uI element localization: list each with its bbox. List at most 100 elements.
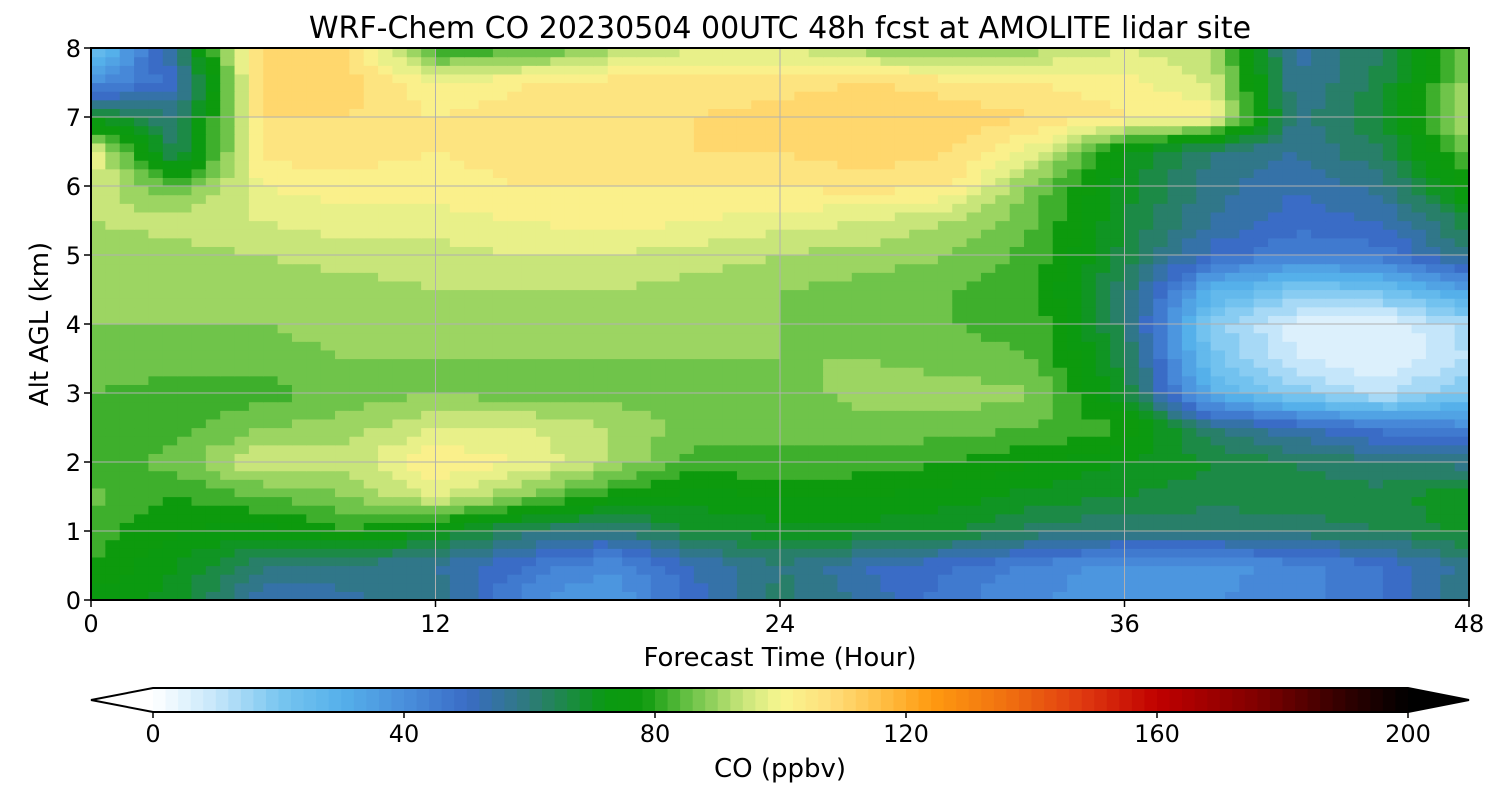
heatmap-cell [119,315,135,325]
heatmap-cells [91,48,1470,601]
heatmap-cell [1411,229,1427,239]
heatmap-cell [579,263,594,273]
heatmap-cell [220,522,236,532]
heatmap-cell [823,522,839,532]
heatmap-cell [205,237,221,247]
heatmap-cell [751,194,767,204]
heatmap-cell [1110,246,1126,256]
heatmap-cell [1124,470,1140,480]
heatmap-cell [679,349,695,360]
heatmap-cell [808,565,824,575]
heatmap-cell [1095,531,1111,541]
heatmap-cell [1311,513,1327,523]
heatmap-cell [421,531,437,541]
heatmap-cell [91,306,106,316]
heatmap-cell [593,470,609,480]
heatmap-cell [507,315,523,325]
heatmap-cell [808,444,824,454]
heatmap-cell [952,168,968,178]
heatmap-cell [736,306,752,316]
heatmap-cell [378,255,394,265]
heatmap-cell [406,315,422,325]
heatmap-cell [1311,349,1327,360]
heatmap-cell [736,194,752,204]
heatmap-cell [909,487,925,498]
heatmap-cell [1081,539,1097,549]
heatmap-cell [277,556,293,567]
heatmap-cell [205,168,221,178]
heatmap-cell [1368,211,1384,222]
heatmap-cell [119,479,135,489]
heatmap-cell [507,177,523,187]
heatmap-cell [177,496,193,506]
heatmap-cell [1095,401,1111,411]
heatmap-cell [1138,324,1154,334]
heatmap-cell [205,341,221,351]
heatmap-cell [650,427,666,437]
heatmap-cell [105,194,121,204]
heatmap-cell [966,280,982,291]
heatmap-cell [91,574,106,584]
heatmap-cell [851,237,867,247]
heatmap-cell [880,384,896,394]
heatmap-cell [995,229,1011,239]
heatmap-cell [780,565,795,575]
heatmap-cell [1339,556,1355,567]
heatmap-cell [1425,375,1441,385]
heatmap-cell [320,289,336,299]
heatmap-cell [909,384,925,394]
heatmap-cell [162,384,178,394]
heatmap-cell [937,272,953,282]
heatmap-cell [478,401,494,411]
heatmap-cell [220,211,236,222]
heatmap-cell [119,574,135,584]
heatmap-cell [1268,177,1283,187]
heatmap-cell [1296,401,1312,411]
heatmap-cell [105,582,121,592]
heatmap-cell [1167,186,1183,196]
heatmap-cell [435,280,451,291]
heatmap-cell [1153,246,1169,256]
heatmap-cell [234,375,250,385]
heatmap-cell [693,574,709,584]
heatmap-cell [1325,505,1341,515]
heatmap-cell [837,479,853,489]
heatmap-cell [1382,410,1398,420]
heatmap-cell [837,565,853,575]
heatmap-cell [464,401,480,411]
heatmap-cell [507,229,523,239]
heatmap-cell [1138,349,1154,360]
heatmap-cell [449,531,465,541]
heatmap-cell [248,565,264,575]
heatmap-cell [564,272,580,282]
heatmap-cell [1110,531,1126,541]
heatmap-cell [593,315,609,325]
heatmap-cell [952,513,968,523]
heatmap-cell [320,177,336,187]
heatmap-cell [1038,513,1054,523]
heatmap-cell [119,384,135,394]
heatmap-cell [823,280,839,291]
heatmap-cell [191,358,207,368]
heatmap-cell [277,427,293,437]
heatmap-cell [823,574,839,584]
heatmap-cell [995,591,1011,601]
heatmap-cell [1153,272,1169,282]
heatmap-cell [722,229,738,239]
heatmap-cell [507,367,523,377]
heatmap-cell [1009,246,1025,256]
heatmap-cell [320,591,336,601]
heatmap-cell [952,203,968,213]
heatmap-cell [449,427,465,437]
heatmap-cell [148,151,164,161]
heatmap-cell [406,324,422,334]
heatmap-cell [1110,280,1126,291]
heatmap-cell [1095,341,1111,351]
heatmap-cell [909,479,925,489]
heatmap-cell [894,462,910,472]
heatmap-cell [1440,574,1456,584]
heatmap-cell [607,513,623,523]
heatmap-cell [679,289,695,299]
heatmap-cell [780,332,795,342]
heatmap-cell [736,289,752,299]
